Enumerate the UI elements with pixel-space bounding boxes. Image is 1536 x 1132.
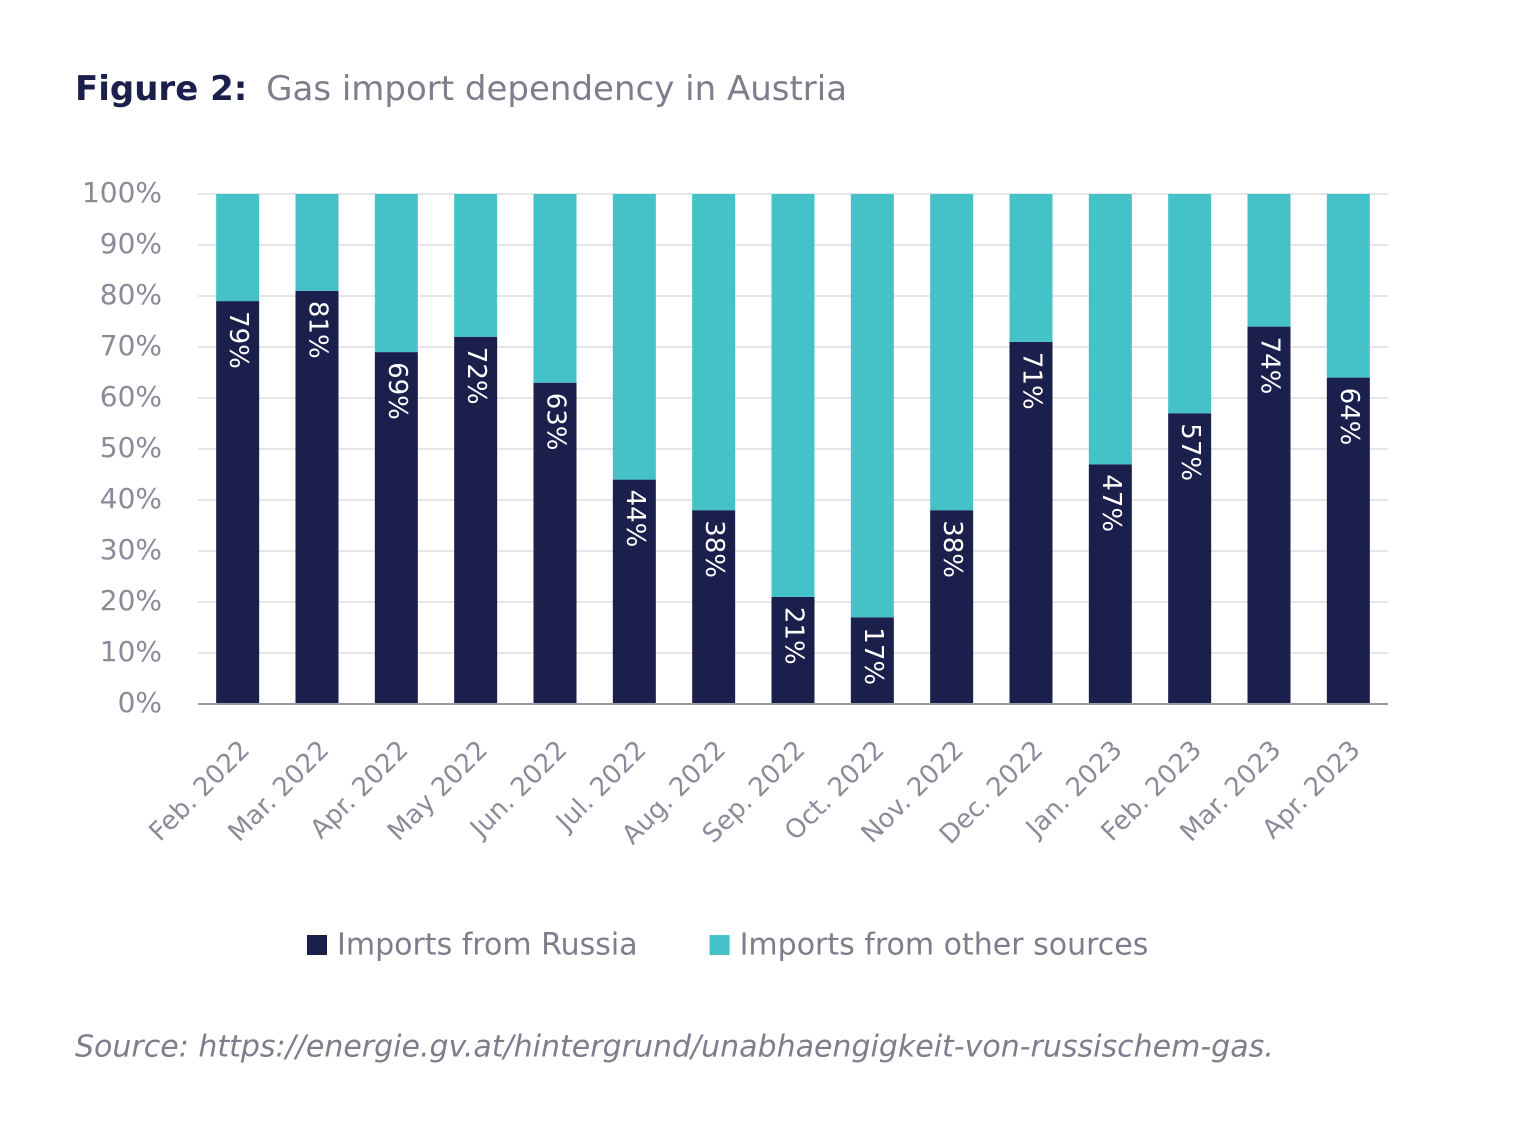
bar-segment bbox=[692, 194, 736, 511]
bar-segment bbox=[1088, 464, 1132, 704]
value-label: 69% bbox=[382, 362, 412, 420]
value-label: 57% bbox=[1175, 423, 1205, 481]
value-label: 79% bbox=[223, 311, 253, 369]
bar-segment bbox=[216, 194, 260, 302]
source: Source: https://energie.gv.at/hintergrun… bbox=[75, 1030, 1274, 1065]
value-label: 71% bbox=[1017, 352, 1047, 410]
y-tick-label: 100% bbox=[82, 176, 162, 209]
bar-segment bbox=[1088, 194, 1132, 465]
bar-segment bbox=[1326, 194, 1370, 378]
bar-segment bbox=[374, 194, 418, 353]
y-tick-label: 30% bbox=[100, 533, 162, 566]
bar-segment bbox=[1168, 194, 1212, 414]
y-tick-label: 20% bbox=[100, 584, 162, 617]
bar-segment bbox=[692, 510, 736, 704]
bar-segment bbox=[612, 194, 656, 480]
legend-label: Imports from Russia bbox=[337, 928, 638, 963]
bar-segment bbox=[295, 290, 339, 704]
bar-segment bbox=[454, 194, 498, 337]
bar-segment bbox=[1247, 194, 1291, 327]
y-tick-label: 80% bbox=[100, 278, 162, 311]
value-label: 64% bbox=[1334, 388, 1364, 446]
bar-segment bbox=[1247, 326, 1291, 704]
legend-swatch bbox=[307, 935, 327, 955]
y-tick-label: 0% bbox=[118, 686, 162, 719]
value-label: 74% bbox=[1255, 337, 1285, 395]
bar-segment bbox=[1168, 413, 1212, 704]
bar-segment bbox=[1009, 194, 1053, 342]
bar-segment bbox=[930, 194, 974, 511]
bar-segment bbox=[771, 194, 815, 597]
value-label: 38% bbox=[937, 520, 967, 578]
y-tick-label: 40% bbox=[100, 482, 162, 515]
value-label: 21% bbox=[779, 607, 809, 665]
bar-segment bbox=[533, 382, 577, 704]
value-label: 38% bbox=[699, 520, 729, 578]
legend-label: Imports from other sources bbox=[740, 928, 1149, 963]
bar-segment bbox=[930, 510, 974, 704]
bar-segment bbox=[612, 479, 656, 704]
title-text: Gas import dependency in Austria bbox=[266, 69, 847, 109]
bar-segment bbox=[850, 617, 894, 704]
y-tick-label: 90% bbox=[100, 227, 162, 260]
value-label: 81% bbox=[303, 301, 333, 359]
bar-segment bbox=[216, 301, 260, 704]
y-tick-label: 10% bbox=[100, 635, 162, 668]
value-label: 17% bbox=[858, 627, 888, 685]
bar-segment bbox=[850, 194, 894, 618]
bar-segment bbox=[295, 194, 339, 291]
legend-swatch bbox=[709, 935, 730, 955]
bar-segment bbox=[374, 352, 418, 704]
value-label: 63% bbox=[541, 393, 571, 451]
bar-segment bbox=[1009, 341, 1053, 704]
y-tick-label: 50% bbox=[100, 431, 162, 464]
value-label: 47% bbox=[1096, 474, 1126, 532]
bar-segment bbox=[771, 596, 815, 704]
chart-title: Figure 2: Gas import dependency in Austr… bbox=[75, 69, 847, 109]
value-label: 72% bbox=[461, 347, 491, 405]
y-tick-label: 70% bbox=[100, 329, 162, 362]
bar-segment bbox=[454, 336, 498, 704]
bar-segment bbox=[1326, 377, 1370, 704]
title-label: Figure 2: bbox=[75, 69, 247, 109]
value-label: 44% bbox=[620, 490, 650, 548]
y-tick-label: 60% bbox=[100, 380, 162, 413]
bar-segment bbox=[533, 194, 577, 383]
